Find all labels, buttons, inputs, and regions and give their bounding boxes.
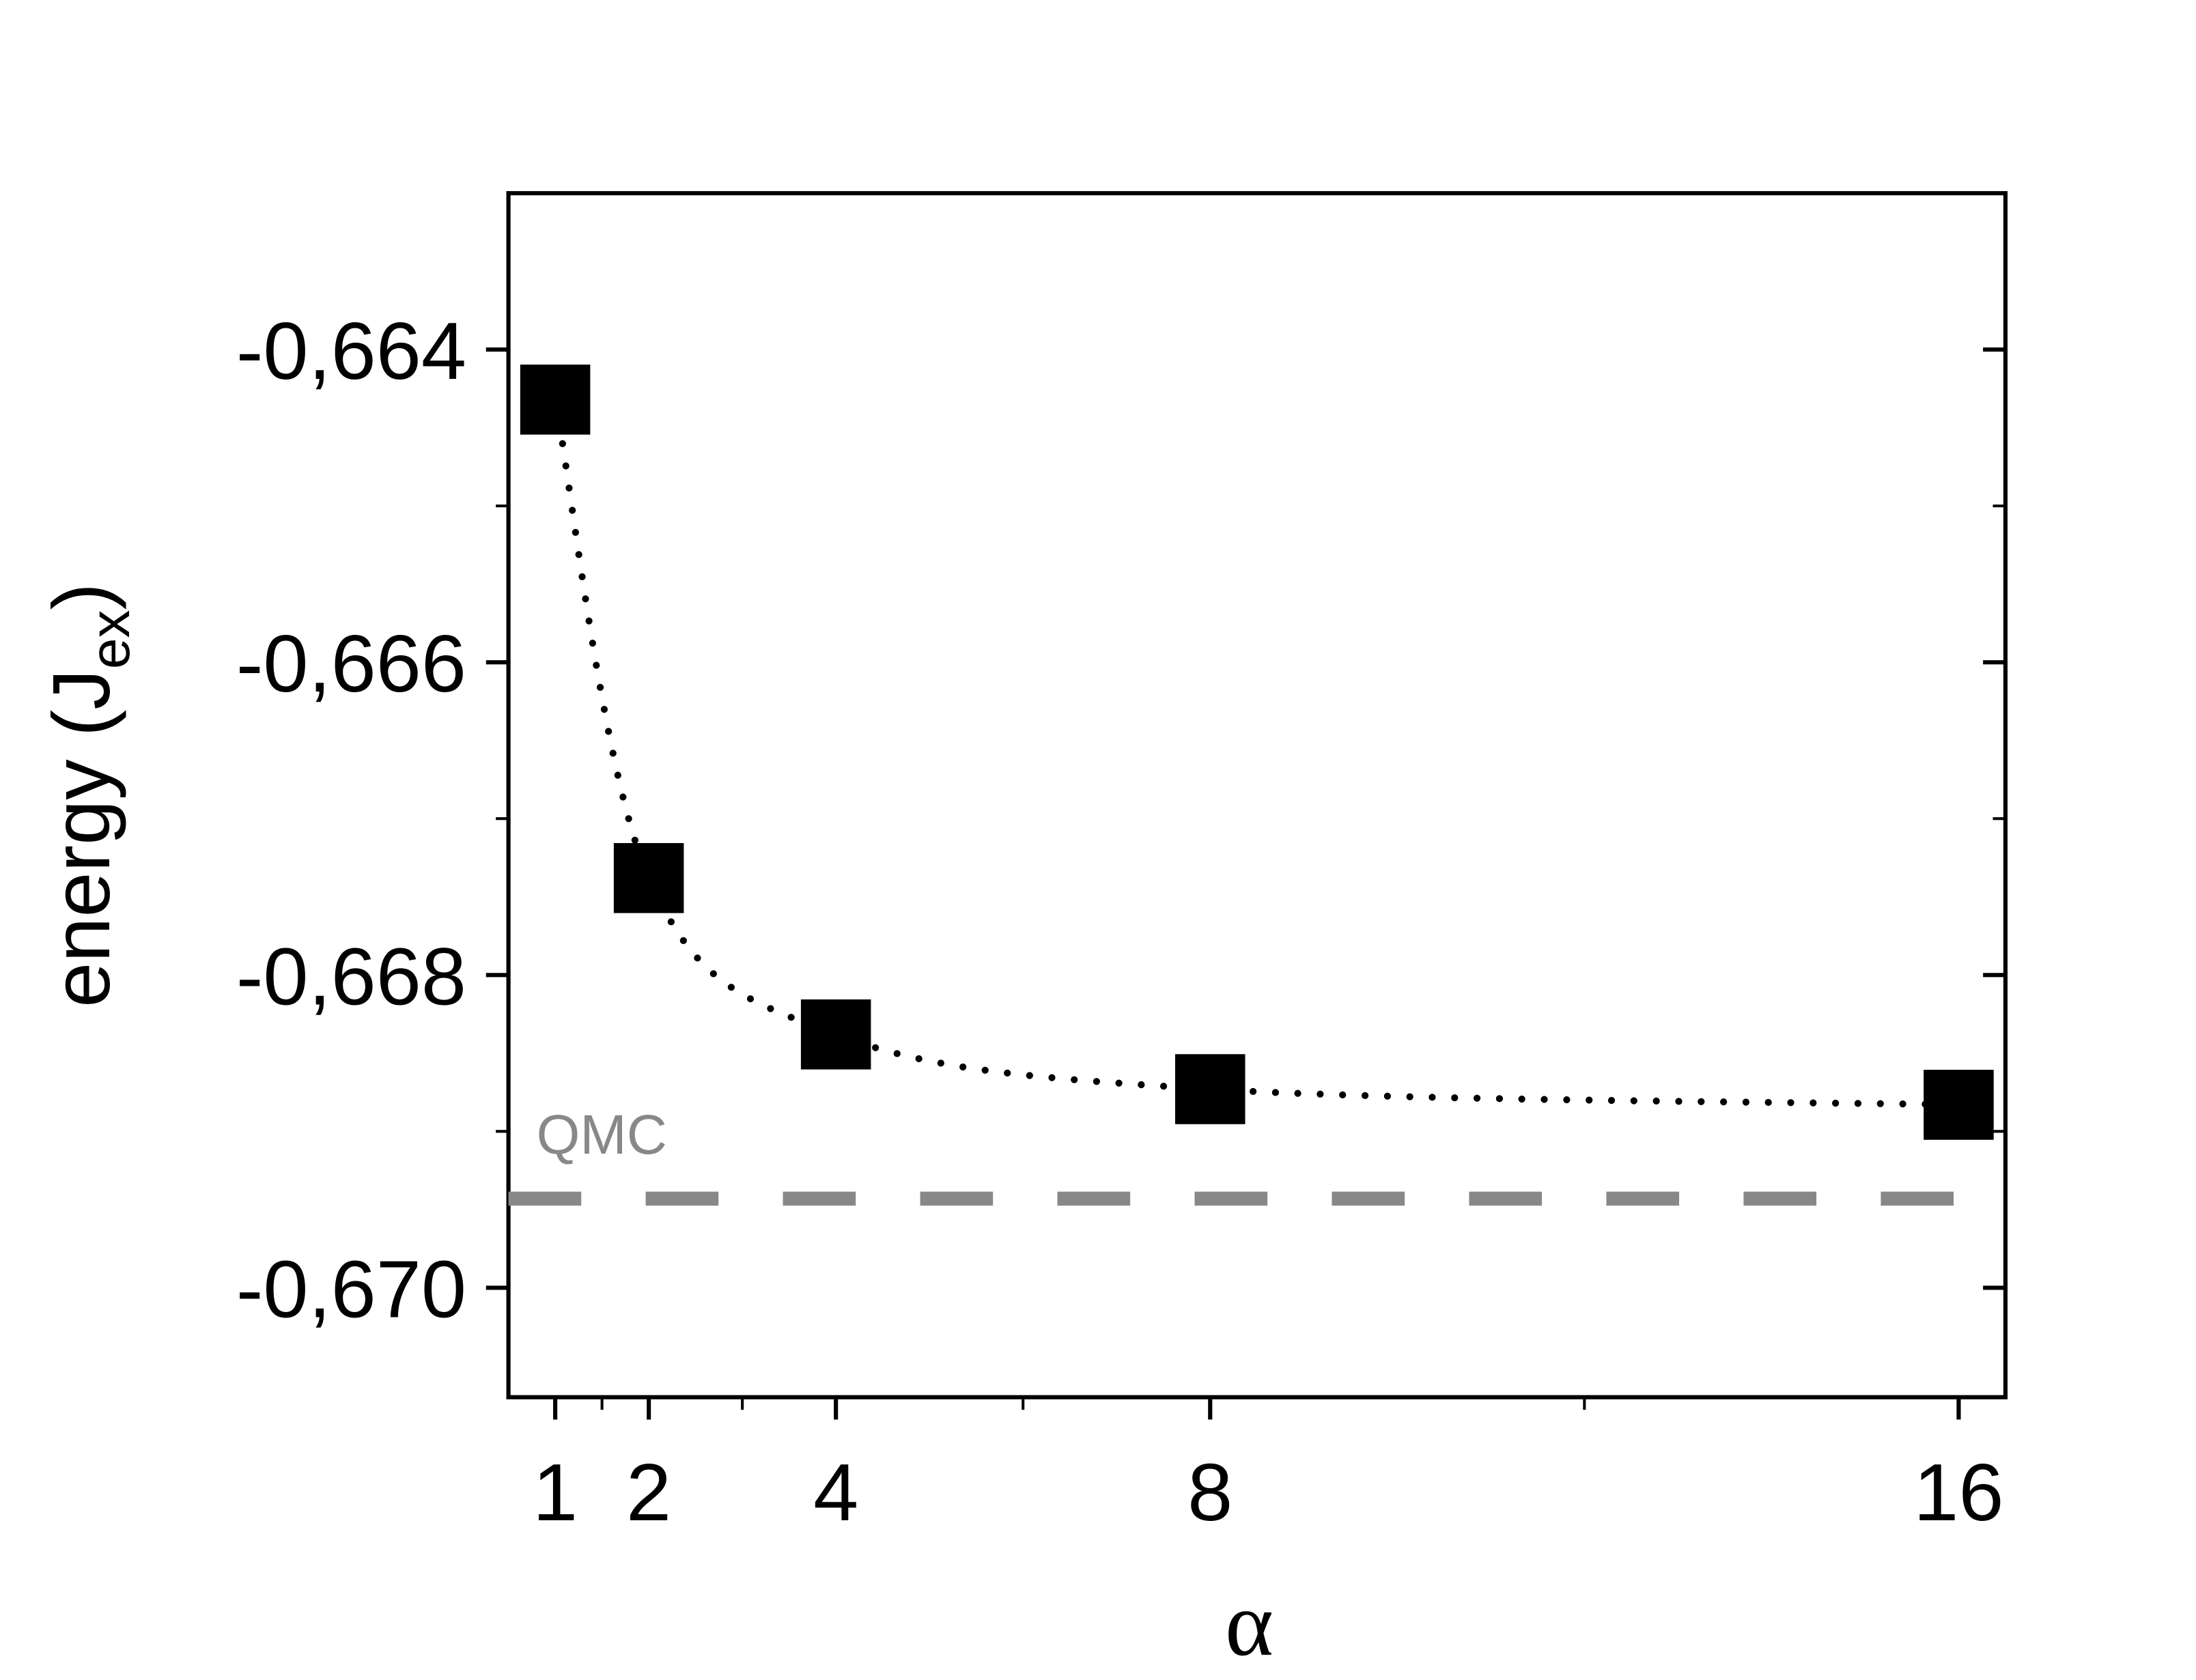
x-tick-label: 16 [1913,1447,2003,1538]
marker [1174,1054,1245,1124]
y-label-end: ) [36,583,127,610]
x-axis-label: α [1225,1573,1273,1675]
plot-frame [506,190,2008,1399]
y-tick-label: -0,668 [236,931,466,1022]
y-tick-label: -0,666 [236,618,466,709]
y-tick-label: -0,664 [236,306,466,397]
x-tick-label: 8 [1187,1447,1233,1538]
y-label-sub: ex [79,610,141,669]
marker [1924,1070,1994,1140]
x-tick-label: 4 [813,1447,858,1538]
y-label-main: energy (J [36,669,127,1008]
marker [613,843,684,913]
x-tick-label: 2 [626,1447,671,1538]
marker [800,999,871,1070]
fit-curve [551,396,1962,1109]
y-tick-label: -0,670 [236,1244,466,1335]
reference-label: QMC [537,1104,667,1166]
y-axis-label: energy (Jex) [36,583,141,1008]
x-tick-label: 1 [533,1447,578,1538]
marker [520,365,591,435]
